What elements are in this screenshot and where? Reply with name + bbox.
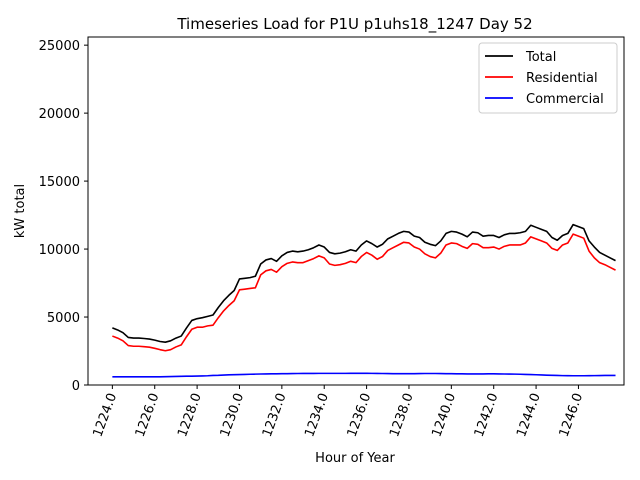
x-tick-label: 1236.0 [345,391,375,439]
x-axis: 1224.0 1226.0 1228.0 1230.0 1232.0 1234.0 1236… [91,385,587,439]
legend-frame [478,42,618,114]
y-tick-label: 0 [72,379,80,394]
y-tick-label: 15000 [39,175,80,190]
x-tick-label: 1224.0 [91,391,121,439]
legend: Total Residential Commercial [478,42,618,114]
legend-label-residential: Residential [526,71,598,86]
y-tick-label: 25000 [39,39,80,54]
x-tick-label: 1244.0 [514,391,544,439]
x-tick-label: 1242.0 [472,391,502,439]
series-lines [112,223,616,378]
y-axis-label: kW total [13,184,28,238]
legend-label-commercial: Commercial [526,92,604,107]
chart-title: Timeseries Load for P1U p1uhs18_1247 Day… [176,15,532,34]
legend-label-total: Total [525,50,556,65]
x-tick-label: 1246.0 [557,391,587,439]
plot-frame [87,36,625,386]
x-tick-label: 1232.0 [260,391,290,439]
plot-area [87,36,625,386]
x-tick-label: 1238.0 [387,391,417,439]
series-line-residential [112,233,616,352]
y-tick-label: 10000 [39,243,80,258]
series-line-commercial [112,372,616,378]
y-axis: 0 5000 10000 15000 20000 25000 [39,39,88,394]
y-tick-label: 20000 [39,107,80,122]
x-tick-label: 1230.0 [218,391,248,439]
x-axis-label: Hour of Year [315,451,395,466]
x-tick-label: 1240.0 [429,391,459,439]
y-tick-label: 5000 [47,311,80,326]
x-tick-label: 1226.0 [133,391,163,439]
x-tick-label: 1234.0 [302,391,332,439]
legend-items: Total Residential Commercial [485,50,604,107]
x-tick-label: 1228.0 [175,391,205,439]
series-line-total [112,223,616,343]
